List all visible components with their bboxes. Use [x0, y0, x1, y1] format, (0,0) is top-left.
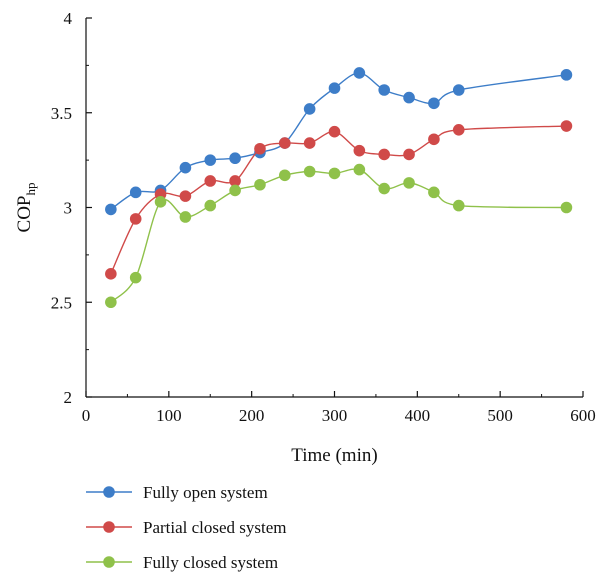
- series-point: [105, 203, 117, 216]
- series-point: [378, 84, 391, 96]
- y-tick-label: 2: [64, 388, 73, 407]
- y-tick-label: 3: [64, 199, 73, 218]
- series-point: [560, 69, 573, 81]
- series-point: [229, 152, 241, 165]
- series-point: [129, 186, 142, 199]
- series-point: [328, 82, 341, 94]
- x-tick-label: 200: [239, 406, 265, 425]
- series-point: [428, 133, 440, 146]
- series-point: [204, 154, 217, 166]
- ticks: 0 100 200 300 400 500 600 2 2.5 3 3.5 4: [51, 9, 596, 425]
- series-point: [560, 120, 573, 132]
- series-point: [403, 91, 415, 104]
- legend-label: Fully open system: [143, 483, 268, 502]
- x-tick-label: 600: [570, 406, 596, 425]
- series-point: [129, 271, 142, 284]
- legend-marker: [103, 486, 115, 498]
- series-point: [303, 137, 316, 149]
- series-point: [452, 124, 465, 136]
- x-tick-label: 400: [405, 406, 431, 425]
- series-point: [560, 201, 573, 214]
- series-point: [452, 199, 465, 212]
- series-point: [204, 199, 217, 212]
- series-point: [154, 196, 167, 208]
- x-tick-label: 0: [82, 406, 91, 425]
- y-axis-title: COPhp: [14, 183, 38, 233]
- series-point: [229, 175, 241, 187]
- series-point: [279, 137, 291, 149]
- series-point: [254, 178, 266, 191]
- series-point: [179, 190, 192, 202]
- x-tick-label: 300: [322, 406, 348, 425]
- series-point: [279, 169, 291, 182]
- series-point: [403, 177, 415, 189]
- series-point: [428, 186, 440, 199]
- plot-area: [105, 67, 573, 309]
- legend: Fully open system Partial closed system Fu…: [86, 483, 287, 572]
- series-point: [303, 103, 316, 115]
- series-point: [452, 84, 465, 96]
- series-point: [254, 142, 266, 155]
- series-line: [110, 72, 567, 210]
- legend-marker: [103, 556, 115, 568]
- series-point: [105, 296, 117, 309]
- series-point: [105, 268, 117, 280]
- series-point: [229, 184, 241, 197]
- series-point: [204, 175, 217, 187]
- series-point: [378, 182, 391, 195]
- series-point: [378, 148, 391, 161]
- series-point: [129, 213, 142, 225]
- y-axis-title-main: COP: [14, 196, 35, 233]
- series-point: [179, 211, 192, 223]
- x-tick-label: 100: [156, 406, 182, 425]
- series-point: [328, 167, 341, 180]
- series-point: [403, 148, 415, 161]
- series-line: [110, 125, 567, 275]
- legend-marker: [103, 521, 115, 533]
- series-point: [179, 161, 192, 174]
- series-line: [110, 168, 567, 303]
- series-point: [353, 144, 366, 157]
- series-point: [428, 97, 440, 110]
- series-point: [328, 125, 341, 138]
- x-axis-title: Time (min): [291, 445, 377, 466]
- series-point: [353, 67, 366, 79]
- y-tick-label: 3.5: [51, 104, 72, 123]
- series-point: [353, 163, 366, 176]
- y-axis-title-subscript: hp: [23, 183, 38, 196]
- series-point: [303, 165, 316, 178]
- y-tick-label: 4: [64, 9, 73, 28]
- legend-label: Partial closed system: [143, 518, 287, 537]
- y-tick-label: 2.5: [51, 293, 72, 312]
- legend-label: Fully closed system: [143, 553, 278, 572]
- x-tick-label: 500: [487, 406, 513, 425]
